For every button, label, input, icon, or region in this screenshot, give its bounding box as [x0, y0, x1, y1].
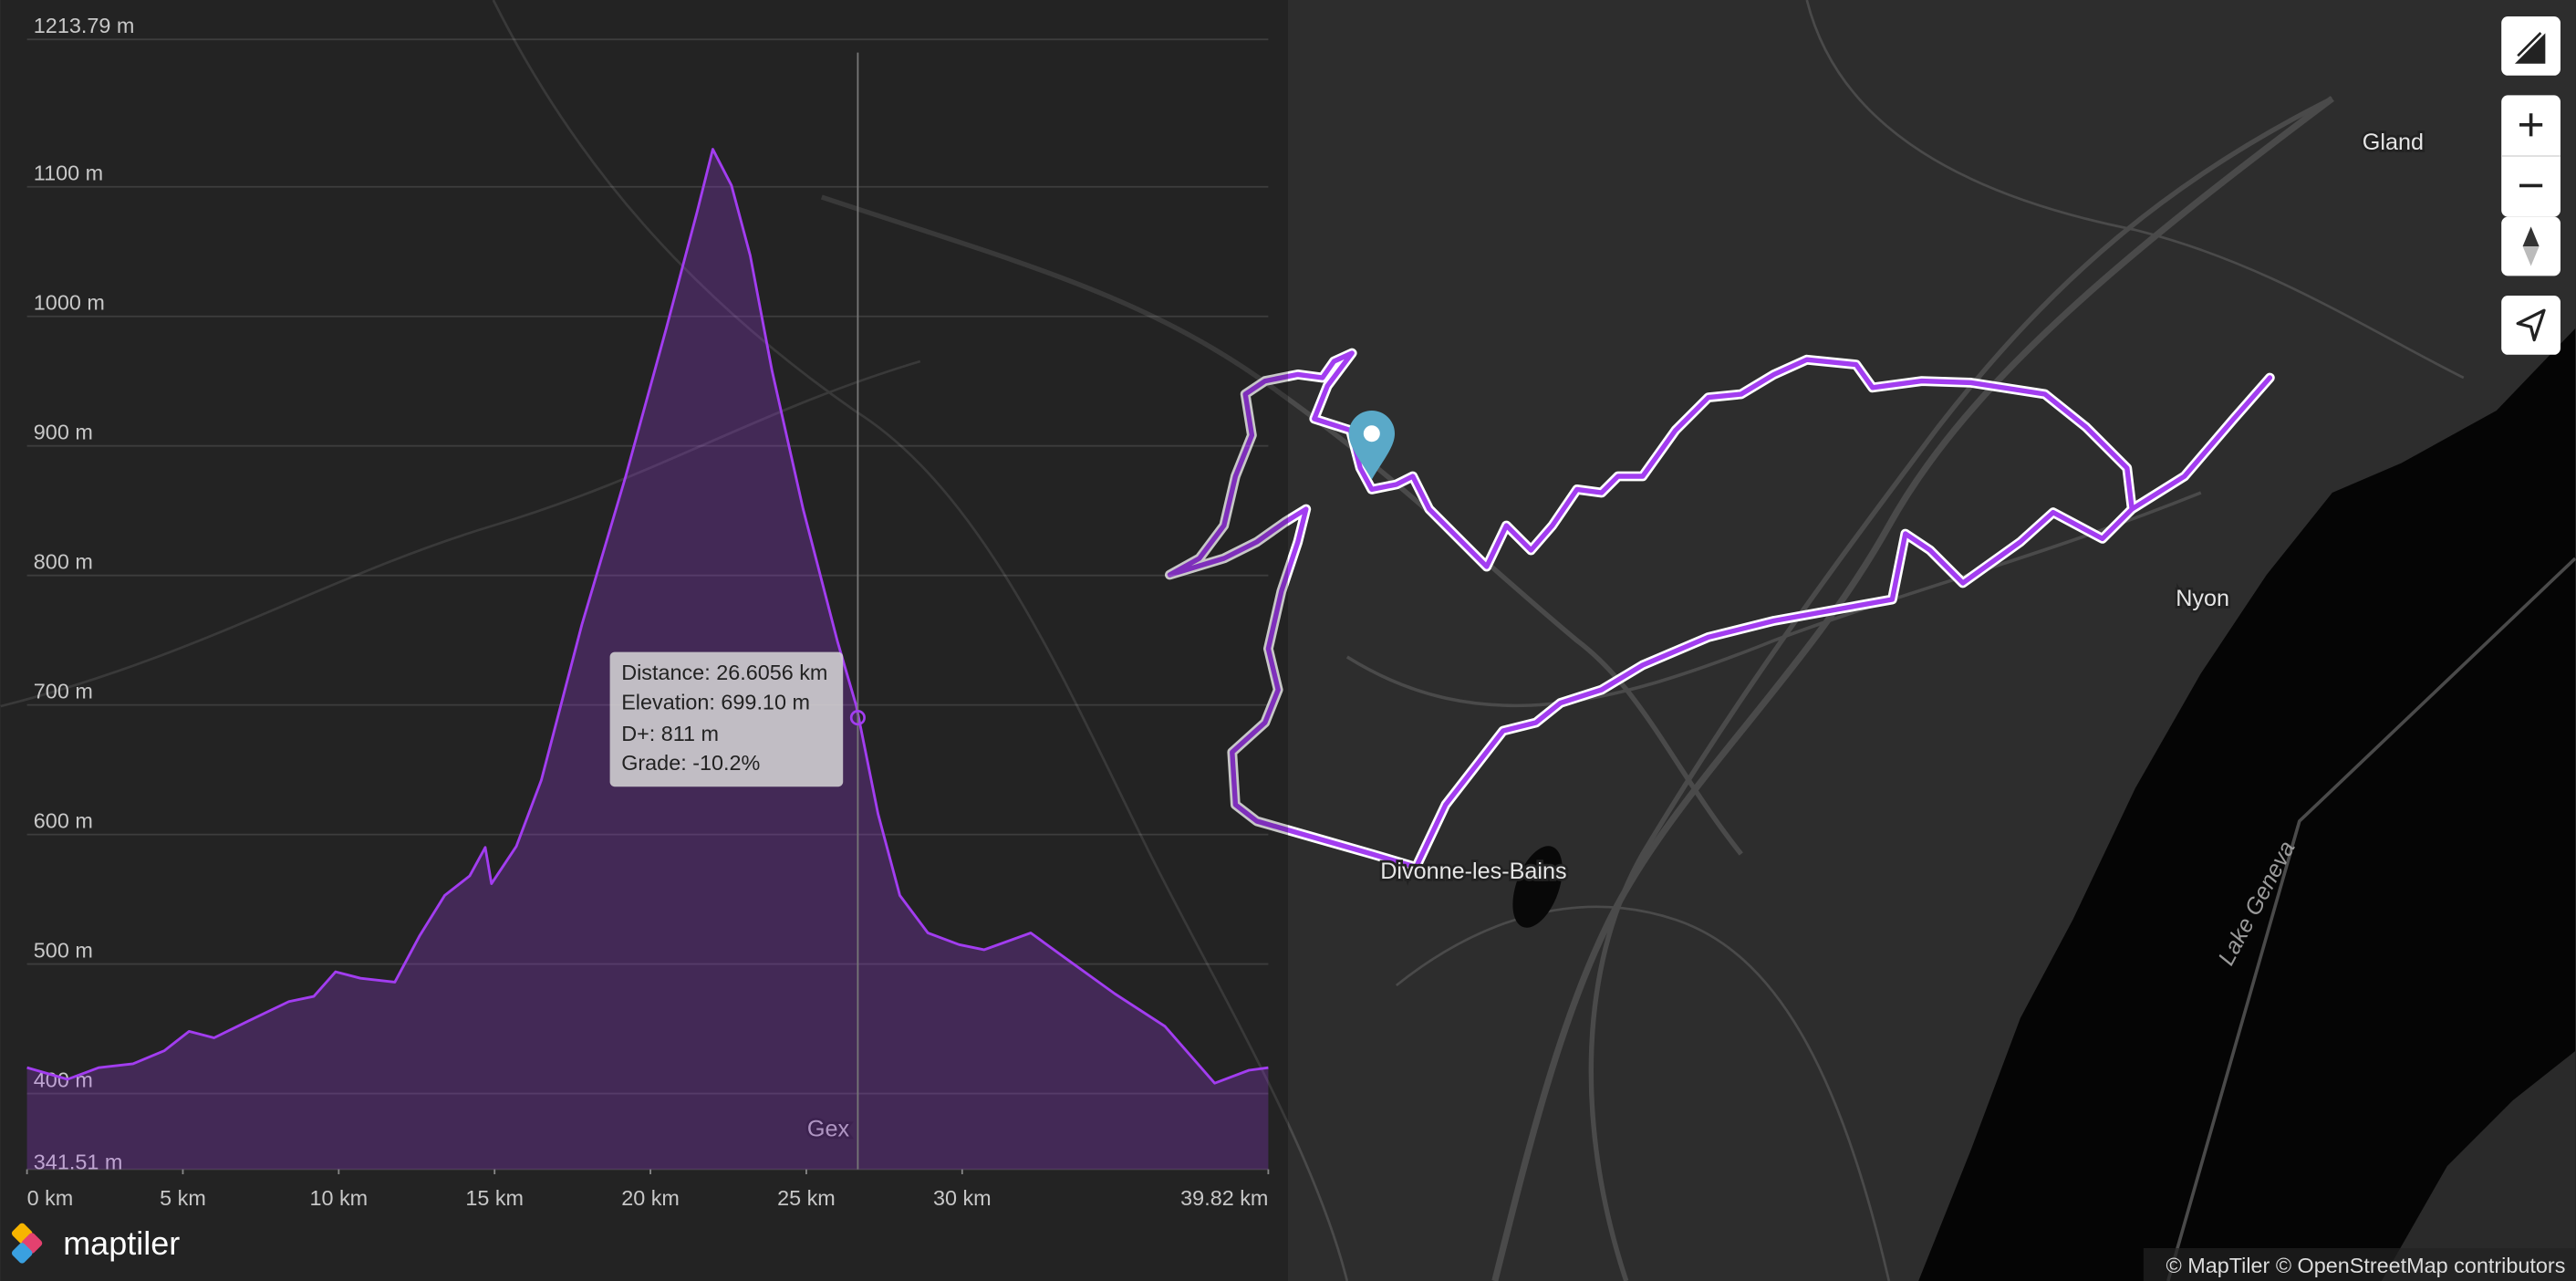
route: [1165, 348, 2275, 872]
lake: [1918, 328, 2576, 1281]
y-tick-label: 900 m: [34, 420, 93, 443]
x-tick-label: 20 km: [621, 1186, 680, 1210]
small-lake: [1512, 846, 1563, 928]
y-tick-label: 1100 m: [34, 161, 103, 185]
far-shore: [2381, 1051, 2576, 1281]
logo-text: maptiler: [63, 1224, 180, 1262]
y-tick-label: 1000 m: [34, 291, 105, 315]
attribution-box: [2143, 1248, 2576, 1281]
x-tick-label: 0 km: [27, 1186, 74, 1210]
place-label: Nyon: [2176, 586, 2229, 611]
y-tick-label: 1213.79 m: [34, 14, 135, 37]
zoom-controls[interactable]: [2501, 95, 2561, 217]
y-tick-label: 800 m: [34, 549, 93, 573]
x-tick-label: 25 km: [777, 1186, 836, 1210]
tooltip-line: Elevation: 699.10 m: [621, 691, 810, 714]
x-tick-label: 10 km: [309, 1186, 368, 1210]
marker-pin[interactable]: [1348, 411, 1395, 480]
y-tick-label: 700 m: [34, 679, 93, 703]
elevation-line: [26, 148, 1269, 1085]
tooltip-line: D+: 811 m: [621, 722, 719, 745]
tooltip-line: Grade: -10.2%: [621, 751, 760, 775]
cursor-point: [849, 710, 866, 726]
logo[interactable]: maptiler: [10, 1222, 180, 1265]
compass-button[interactable]: [2501, 216, 2560, 276]
x-tick-label: 15 km: [465, 1186, 524, 1210]
place-label: Gex: [807, 1117, 850, 1142]
y-tick-label: 600 m: [34, 808, 93, 832]
y-tick-label: 500 m: [34, 938, 93, 962]
tooltip: Distance: 26.6056 km Elevation: 699.10 m…: [609, 651, 844, 787]
x-tick-label: 39.82 km: [1180, 1186, 1268, 1210]
place-label: Divonne-les-Bains: [1380, 859, 1566, 884]
place-label: Gland: [2363, 130, 2424, 155]
tooltip-line: Distance: 26.6056 km: [621, 661, 827, 684]
tooltip-box: [609, 651, 844, 787]
x-tick-label: 30 km: [933, 1186, 992, 1210]
terrain-button[interactable]: [2501, 16, 2560, 76]
geolocate-button[interactable]: [2501, 296, 2560, 355]
attribution[interactable]: © MapTiler © OpenStreetMap contributors: [2166, 1254, 2565, 1277]
x-tick-label: 5 km: [160, 1186, 206, 1210]
chart-panel: [0, 0, 1288, 1281]
y-tick-label: 341.51 m: [34, 1151, 123, 1174]
